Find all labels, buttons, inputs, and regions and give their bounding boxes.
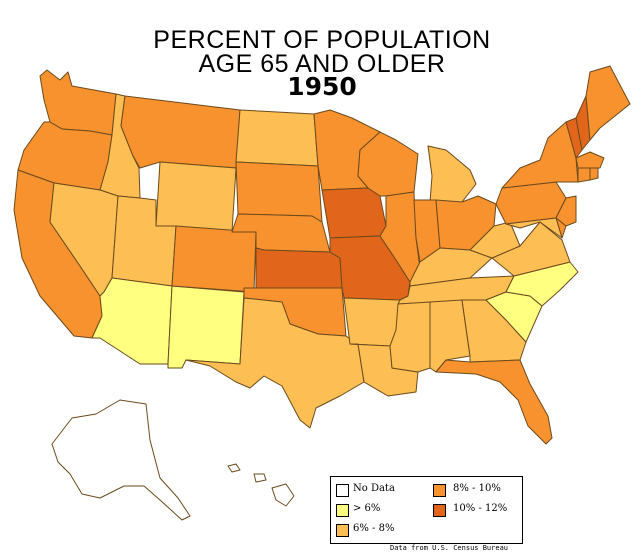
legend-label-8-10: 8% - 10% bbox=[453, 483, 501, 494]
state-texas bbox=[185, 297, 365, 429]
legend-swatch-under-6 bbox=[336, 504, 349, 517]
state-kentucky bbox=[409, 247, 493, 287]
state-maine bbox=[585, 65, 631, 141]
legend-label-6-8: 6% - 8% bbox=[353, 523, 395, 534]
legend: No Data > 6% 6% - 8% 8% - 10% 10% - 12% bbox=[330, 476, 523, 544]
state-north-dakota bbox=[235, 109, 319, 167]
state-alaska bbox=[51, 399, 191, 521]
state-new-jersey bbox=[555, 195, 577, 227]
map-year: 1950 bbox=[287, 72, 357, 101]
state-kansas bbox=[255, 247, 343, 289]
state-south-dakota bbox=[235, 161, 323, 223]
legend-label-no-data: No Data bbox=[353, 483, 395, 494]
legend-swatch-no-data bbox=[336, 484, 349, 497]
state-hawaii bbox=[227, 463, 295, 507]
map-title-line2: AGE 65 AND OLDER bbox=[198, 50, 446, 78]
state-rhode-island bbox=[589, 167, 599, 181]
state-new-mexico bbox=[167, 285, 245, 369]
state-maryland bbox=[505, 217, 563, 239]
state-colorado bbox=[171, 225, 257, 293]
state-massachusetts bbox=[575, 151, 605, 169]
state-connecticut bbox=[577, 167, 591, 183]
map-title-line1: PERCENT OF POPULATION bbox=[153, 26, 491, 54]
legend-swatch-6-8 bbox=[336, 524, 349, 537]
legend-label-10-12: 10% - 12% bbox=[453, 503, 508, 514]
state-new-york bbox=[501, 121, 579, 189]
state-arkansas bbox=[343, 297, 401, 347]
state-iowa bbox=[321, 187, 387, 239]
legend-swatch-8-10 bbox=[433, 484, 446, 497]
state-montana bbox=[120, 95, 241, 169]
source-note: Data from U.S. Census Bureau bbox=[390, 544, 509, 552]
state-michigan bbox=[427, 145, 477, 203]
legend-swatch-10-12 bbox=[433, 504, 446, 517]
state-wyoming bbox=[155, 161, 237, 233]
legend-label-under-6: > 6% bbox=[353, 503, 381, 514]
state-florida bbox=[435, 359, 553, 445]
